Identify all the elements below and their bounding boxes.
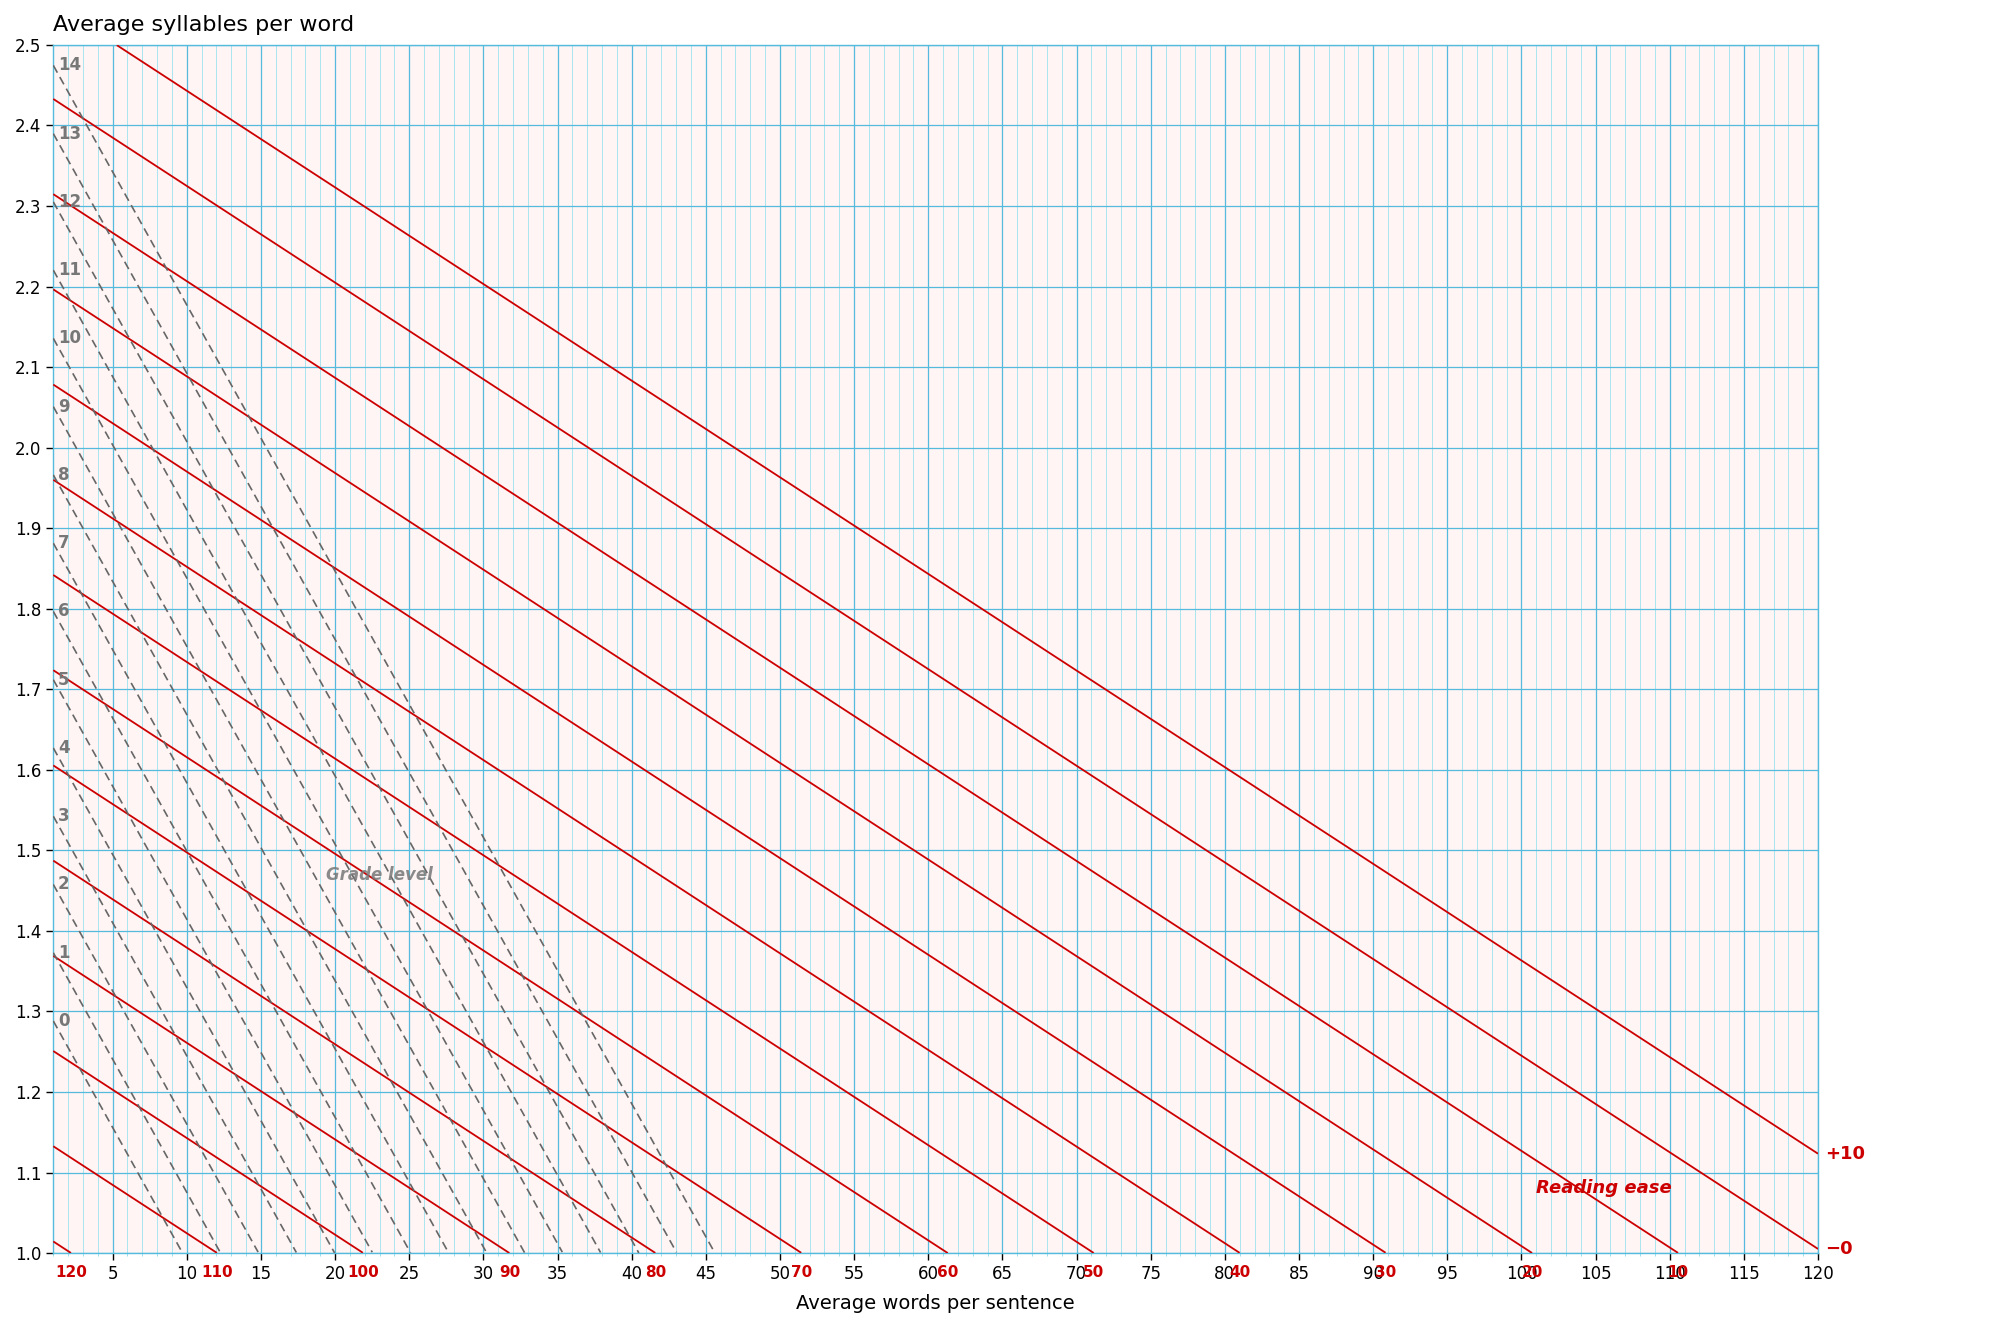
- Text: 80: 80: [644, 1266, 666, 1280]
- Text: 10: 10: [1668, 1266, 1688, 1280]
- Text: 30: 30: [1376, 1266, 1396, 1280]
- Text: Reading ease: Reading ease: [1536, 1179, 1672, 1197]
- Text: 100: 100: [348, 1266, 380, 1280]
- Text: 3: 3: [58, 807, 70, 825]
- Text: 90: 90: [498, 1266, 520, 1280]
- Text: −0: −0: [1824, 1240, 1852, 1258]
- Text: 5: 5: [58, 671, 70, 689]
- Text: +10: +10: [1824, 1145, 1864, 1163]
- Text: 50: 50: [1084, 1266, 1104, 1280]
- Text: 9: 9: [58, 397, 70, 416]
- Text: 110: 110: [202, 1266, 234, 1280]
- Text: 10: 10: [58, 329, 80, 348]
- X-axis label: Average words per sentence: Average words per sentence: [796, 1293, 1074, 1313]
- Text: 13: 13: [58, 125, 80, 142]
- Text: 2: 2: [58, 875, 70, 894]
- Text: 6: 6: [58, 603, 70, 620]
- Text: 14: 14: [58, 56, 80, 74]
- Text: 4: 4: [58, 738, 70, 757]
- Text: 8: 8: [58, 466, 70, 483]
- Text: 0: 0: [58, 1012, 70, 1031]
- Text: 20: 20: [1522, 1266, 1542, 1280]
- Text: Grade level: Grade level: [326, 866, 432, 883]
- Text: 120: 120: [56, 1266, 88, 1280]
- Text: 7: 7: [58, 534, 70, 552]
- Text: 1: 1: [58, 944, 70, 961]
- Text: 40: 40: [1230, 1266, 1250, 1280]
- Text: Average syllables per word: Average syllables per word: [54, 15, 354, 35]
- Text: 60: 60: [938, 1266, 958, 1280]
- Text: 12: 12: [58, 193, 80, 211]
- Text: 70: 70: [792, 1266, 812, 1280]
- Text: 11: 11: [58, 262, 80, 279]
